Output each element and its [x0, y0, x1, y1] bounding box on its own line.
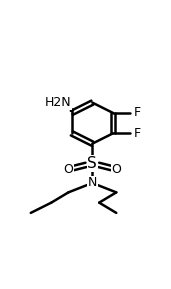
Text: S: S — [87, 156, 97, 171]
Text: F: F — [133, 127, 141, 140]
Text: O: O — [111, 163, 121, 176]
Text: O: O — [63, 163, 73, 176]
Text: H2N: H2N — [45, 96, 72, 109]
Text: F: F — [133, 106, 141, 119]
Text: N: N — [88, 177, 97, 190]
